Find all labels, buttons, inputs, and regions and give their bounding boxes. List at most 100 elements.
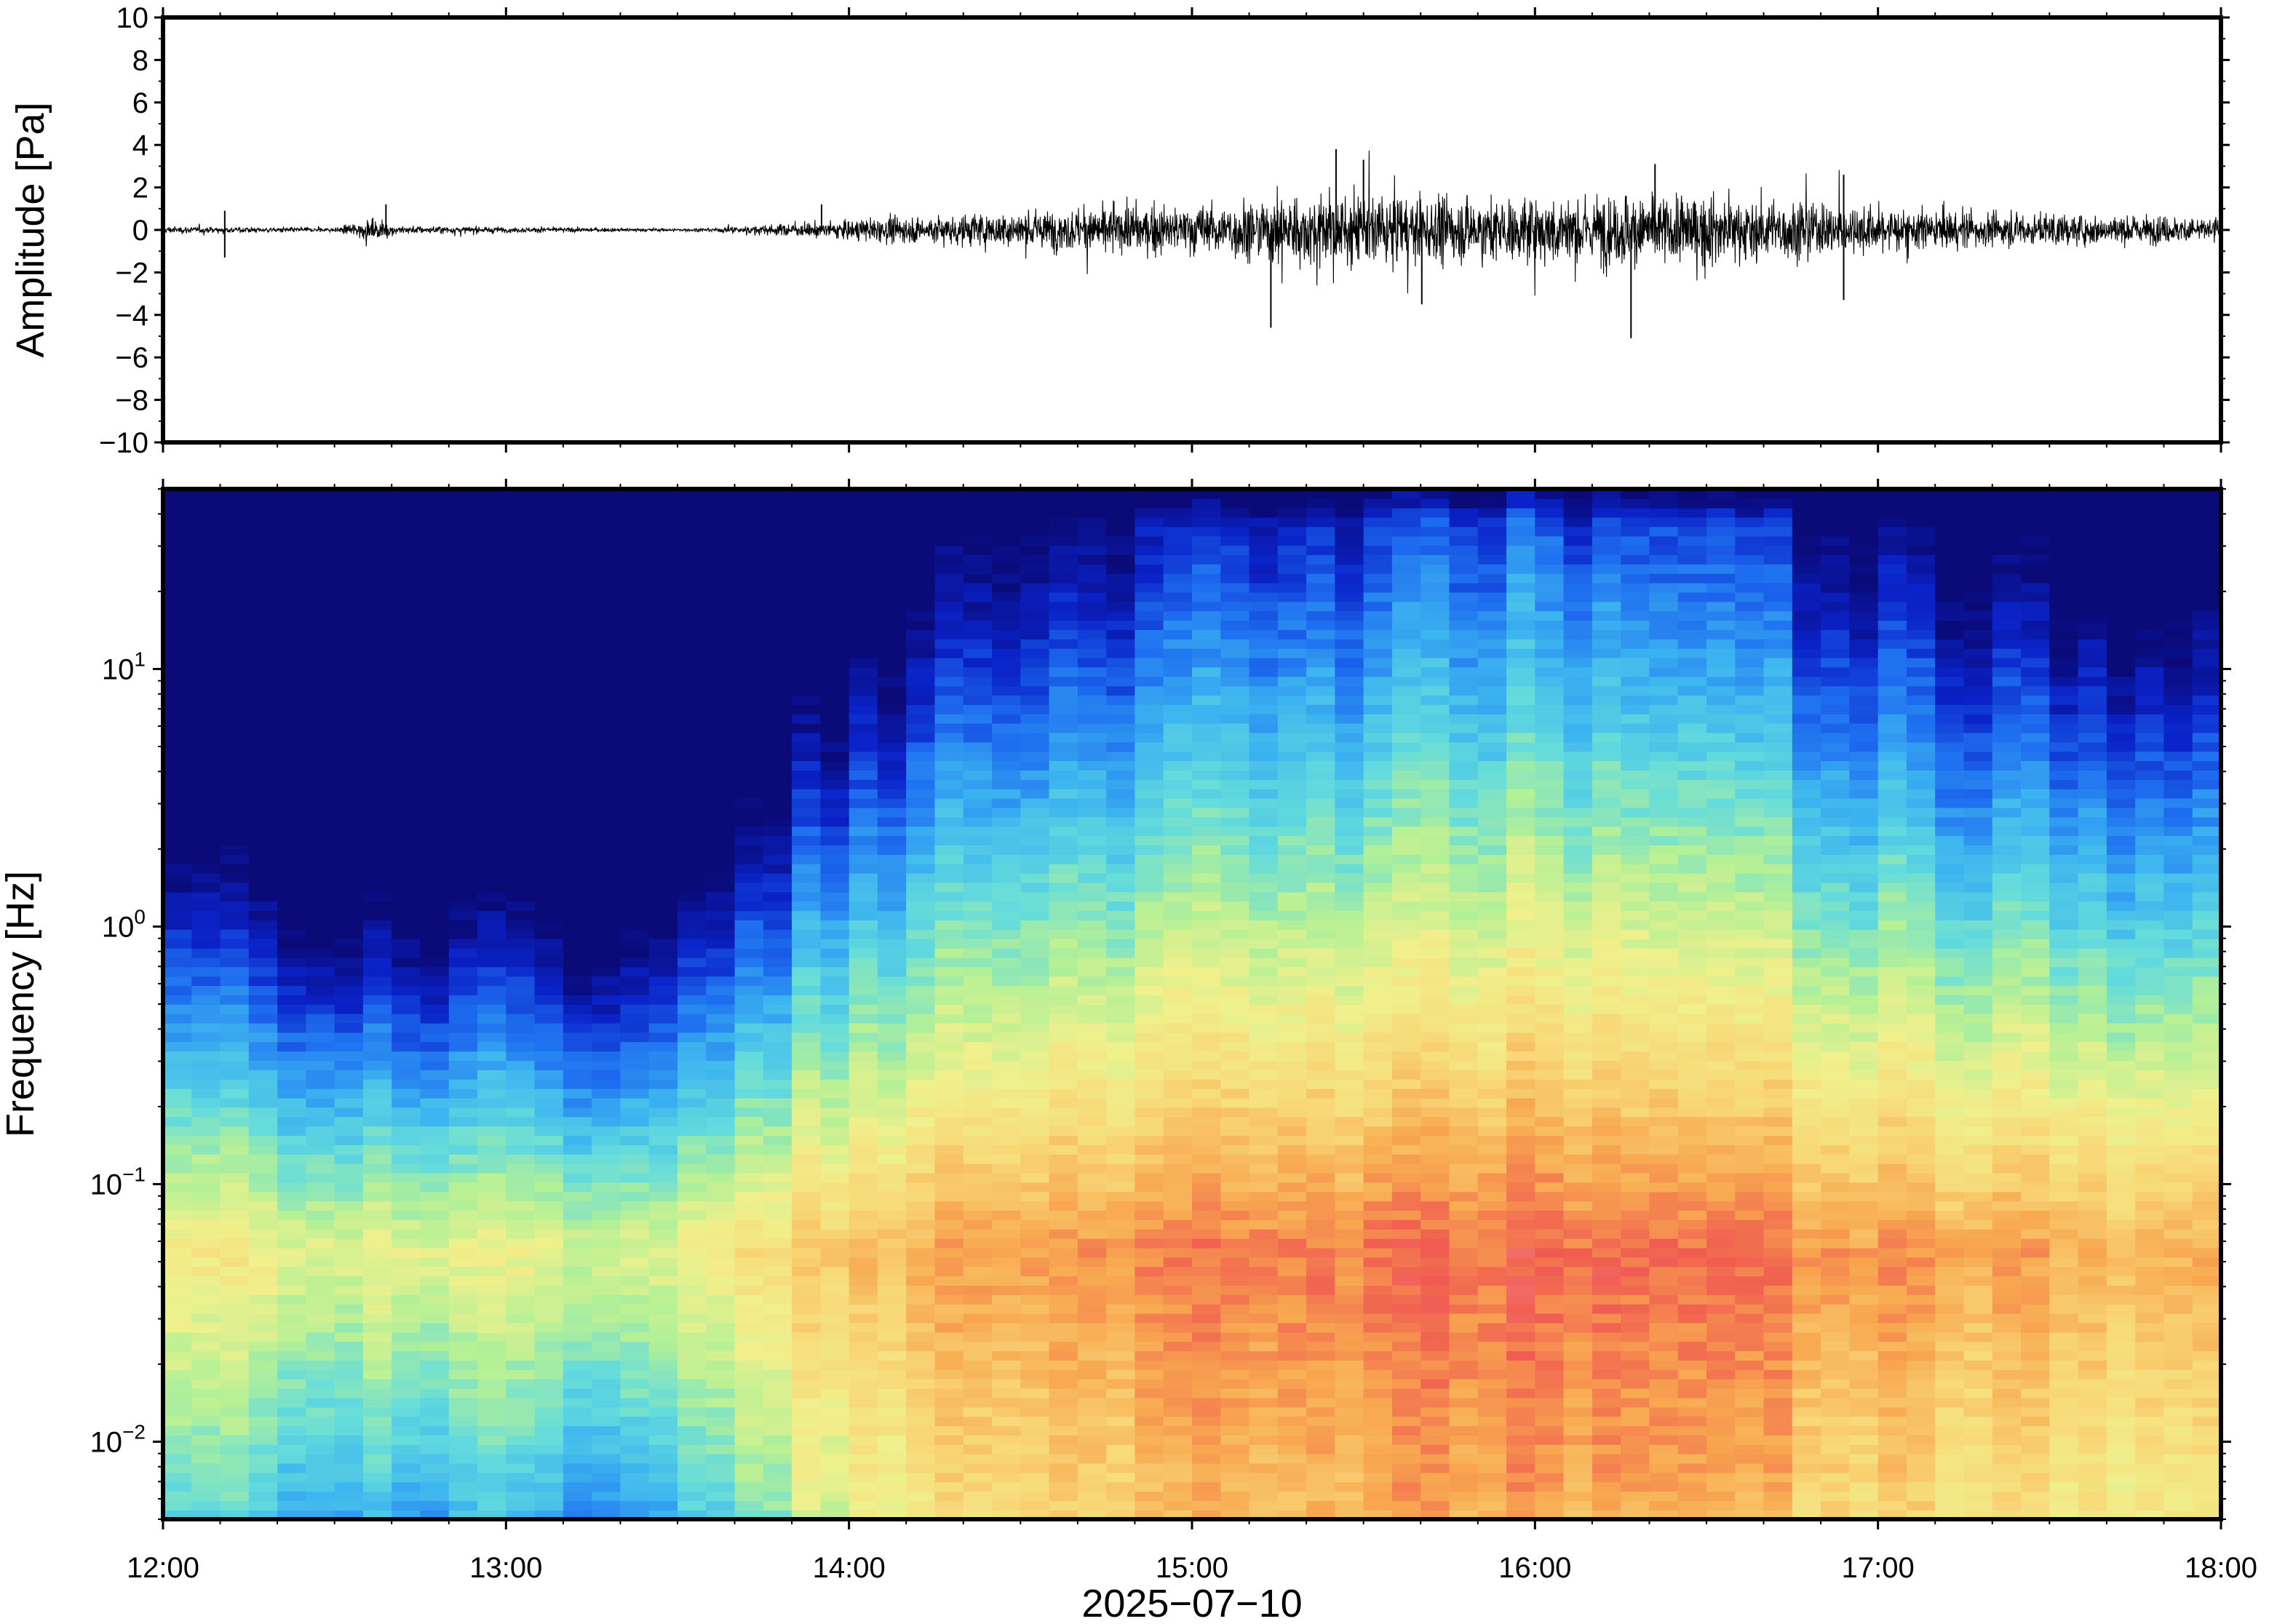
spectrogram-cell [420, 1453, 450, 1464]
spectrogram-cell [1134, 685, 1164, 696]
spectrogram-cell [534, 807, 564, 818]
spectrogram-cell [448, 1079, 478, 1089]
spectrogram-cell [620, 1332, 650, 1342]
spectrogram-cell [734, 882, 764, 893]
spectrogram-cell [563, 610, 592, 621]
spectrogram-cell [1134, 779, 1164, 789]
spectrogram-cell [534, 872, 564, 883]
spectrogram-cell [1020, 751, 1050, 762]
spectrogram-cell [1134, 582, 1164, 593]
spectrogram-cell [1163, 1032, 1193, 1043]
spectrogram-cell [163, 1070, 193, 1080]
spectrogram-cell [163, 995, 193, 1005]
spectrogram-cell [1306, 554, 1336, 565]
spectrogram-cell [163, 1135, 193, 1145]
spectrogram-cell [1163, 863, 1193, 874]
spectrogram-cell [877, 1500, 907, 1510]
spectrogram-cell [334, 489, 364, 499]
spectrogram-cell [706, 1247, 736, 1258]
spectrogram-cell [334, 957, 364, 968]
spectrogram-cell [448, 1135, 478, 1145]
spectrogram-cell [963, 695, 993, 705]
spectrogram-cell [1306, 797, 1336, 808]
spectrogram-cell [191, 1135, 221, 1145]
spectrogram-cell [277, 1491, 307, 1502]
spectrogram-cell [963, 1041, 993, 1052]
spectrogram-cell [1249, 1322, 1279, 1333]
spectrogram-cell [1049, 1332, 1078, 1342]
spectrogram-cell [1277, 854, 1307, 864]
spectrogram-cell [877, 526, 907, 537]
spectrogram-cell [1220, 920, 1250, 930]
spectrogram-cell [1306, 1350, 1336, 1361]
spectrogram-cell [763, 1013, 792, 1024]
spectrogram-cell [277, 845, 307, 855]
spectrogram-cell [677, 1462, 707, 1473]
spectrogram-cell [477, 554, 507, 565]
spectrogram-cell [877, 770, 907, 780]
spectrogram-cell [392, 695, 421, 705]
spectrogram-cell [362, 657, 392, 668]
spectrogram-cell [1192, 1088, 1222, 1099]
spectrogram-cell [220, 1444, 250, 1454]
spectrogram-cell [820, 507, 850, 518]
spectrogram-cell [448, 1070, 478, 1080]
spectrogram-cell [306, 1444, 335, 1454]
spectrogram-cell [620, 920, 650, 930]
spectrogram-cell [734, 1182, 764, 1193]
spectrogram-cell [1192, 1051, 1222, 1062]
spectrogram-cell [392, 947, 421, 958]
spectrogram-cell [392, 1210, 421, 1220]
spectrogram-cell [620, 573, 650, 584]
spectrogram-cell [248, 920, 278, 930]
spectrogram-cell [506, 601, 536, 612]
spectrogram-cell [1335, 1116, 1364, 1127]
spectrogram-cell [820, 713, 850, 724]
spectrogram-cell [191, 1341, 221, 1352]
spectrogram-cell [392, 507, 421, 518]
spectrogram-cell [334, 1472, 364, 1483]
spectrogram-cell [1363, 1163, 1393, 1174]
spectrogram-cell [220, 1285, 250, 1295]
spectrogram-cell [563, 1032, 592, 1043]
spectrogram-cell [792, 582, 822, 593]
spectrogram-cell [191, 1388, 221, 1398]
spectrogram-cell [648, 582, 678, 593]
spectrogram-cell [1249, 779, 1279, 789]
spectrogram-cell [1249, 545, 1279, 555]
spectrogram-cell [1020, 807, 1050, 818]
spectrogram-cell [1363, 526, 1393, 537]
spectrogram-cell [534, 1322, 564, 1333]
spectrogram-cell [1106, 1145, 1136, 1155]
spectrogram-cell [1077, 995, 1107, 1005]
spectrogram-cell [1106, 995, 1136, 1005]
spectrogram-cell [477, 882, 507, 893]
spectrogram-cell [592, 1004, 621, 1014]
spectrogram-cell [563, 995, 592, 1005]
spectrogram-cell [734, 938, 764, 949]
spectrogram-cell [220, 1350, 250, 1361]
spectrogram-cell [734, 1322, 764, 1333]
spectrogram-cell [506, 1060, 536, 1070]
spectrogram-cell [1306, 1360, 1336, 1370]
spectrogram-cell [677, 872, 707, 883]
spectrogram-cell [1249, 1313, 1279, 1324]
spectrogram-cell [963, 1425, 993, 1436]
spectrogram-cell [534, 1472, 564, 1483]
spectrogram-cell [563, 1275, 592, 1286]
spectrogram-cell [706, 1303, 736, 1314]
spectrogram-cell [820, 1070, 850, 1080]
spectrogram-cell [992, 1397, 1022, 1408]
spectrogram-cell [963, 1294, 993, 1305]
spectrogram-cell [592, 620, 621, 630]
spectrogram-cell [362, 1341, 392, 1352]
spectrogram-cell [648, 704, 678, 715]
spectrogram-cell [1335, 1350, 1364, 1361]
spectrogram-cell [592, 816, 621, 827]
spectrogram-cell [677, 723, 707, 733]
spectrogram-cell [220, 573, 250, 584]
spectrogram-cell [934, 1313, 964, 1324]
spectrogram-cell [963, 1172, 993, 1183]
spectrogram-cell [362, 713, 392, 724]
spectrogram-cell [1163, 1360, 1193, 1370]
